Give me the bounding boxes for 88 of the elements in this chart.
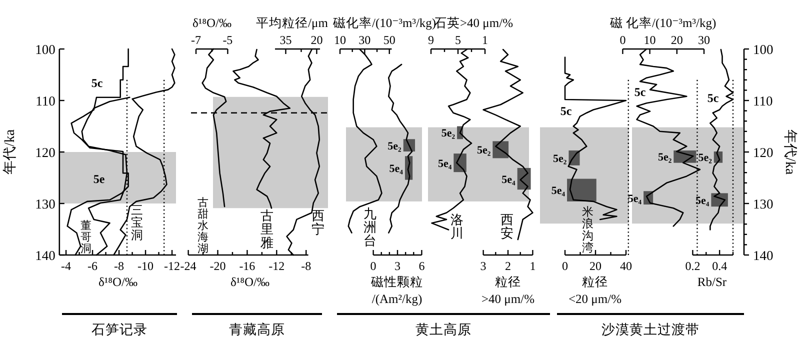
band-label: 5e₄ <box>389 162 404 175</box>
annotation: 西安 <box>500 212 514 240</box>
x-tick-label: 2 <box>505 259 511 273</box>
text: 石笋记录 <box>92 322 148 337</box>
annotation: 九洲台 <box>364 206 376 248</box>
band-label: 5e₄ <box>502 174 516 186</box>
x-tick-label: 20 <box>310 33 323 47</box>
x-tick-label: 0.2 <box>685 259 700 273</box>
x-axis-title: 磁性颗粒 /(Am²/kg) <box>370 275 423 306</box>
y-tick-label: 140 <box>753 248 774 263</box>
annotation: 董哥洞 <box>80 219 92 255</box>
x-tick-label: 6 <box>418 259 425 273</box>
x-tick-label: -7 <box>191 33 201 47</box>
y-tick-label: 120 <box>35 145 56 160</box>
x-tick-label: 10 <box>644 33 656 47</box>
x-tick-label: 50 <box>383 33 396 47</box>
text: 黄土高原 <box>416 322 472 337</box>
band-label: 5e₂ <box>658 152 672 164</box>
x-axis-title: 石英>40 μm/% <box>434 16 513 30</box>
x-tick-label: 3 <box>394 259 400 273</box>
annotation: 5c <box>707 91 720 105</box>
x-tick-label: -6 <box>88 259 98 273</box>
x-axis-title: δ¹⁸O/‰ <box>230 275 270 289</box>
x-tick-label: 20 <box>670 33 683 47</box>
x-tick-label: -8 <box>301 259 312 273</box>
annotation: 5c <box>634 85 646 99</box>
x-tick-label: 40 <box>620 259 632 273</box>
band-label: 5e₂ <box>476 144 492 157</box>
x-tick-label: 30 <box>358 33 371 47</box>
x-axis-title: 平均粒径/μm <box>256 16 328 30</box>
y-tick-label: 140 <box>35 248 56 263</box>
y-tick-label: 130 <box>753 196 774 212</box>
x-tick-label: 3 <box>480 259 486 273</box>
x-tick-label: 5 <box>455 33 461 47</box>
text: 青藏高原 <box>229 322 285 337</box>
x-axis-title: Rb/Sr <box>697 275 728 289</box>
annotation: 5e <box>93 172 106 186</box>
y-tick-label: 110 <box>36 94 56 108</box>
x-axis-title: 粒径 >40 μm/% <box>482 275 534 306</box>
x-tick-label: -10 <box>138 259 154 273</box>
text: 沙漠黄土过渡带 <box>602 322 700 337</box>
x-tick-label: 9 <box>428 33 434 47</box>
x-tick-label: 30 <box>698 33 710 47</box>
x-axis-title: δ¹⁸O/‰ <box>192 16 232 30</box>
y-tick-label: 130 <box>35 196 56 212</box>
x-tick-label: -20 <box>210 259 226 273</box>
x-tick-label: 0 <box>370 259 376 273</box>
y-tick-label: 110 <box>753 94 773 108</box>
x-tick-label: 35 <box>280 33 292 47</box>
band-label: 5e₄ <box>628 192 642 205</box>
x-tick-label: -24 <box>180 259 196 273</box>
band-label: 5e₄ <box>696 194 710 207</box>
y-axis-title: 年代/ka <box>2 128 18 175</box>
annotation: 米浪沟湾 <box>582 206 594 254</box>
x-tick-label: 20 <box>590 259 602 273</box>
band-label: 5e₂ <box>388 140 402 152</box>
x-tick-label: 10 <box>334 33 346 47</box>
x-axis-title: 粒径 <20 μm/% <box>568 275 622 306</box>
x-tick-label: -8 <box>114 259 124 273</box>
annotation: 古里雅 <box>260 208 274 250</box>
y-tick-label: 100 <box>753 42 774 57</box>
x-axis-title: δ¹⁸O/‰ <box>98 275 138 289</box>
y-axis-title: 年代/ka <box>782 129 798 176</box>
band-label: 5e₂ <box>698 152 713 164</box>
annotation: 古甜水海湖 <box>198 196 208 255</box>
x-tick-label: -12 <box>164 259 180 273</box>
annotation: 洛川 <box>450 212 464 240</box>
x-tick-label: 0 <box>562 259 568 273</box>
annotation: 5c <box>560 104 572 118</box>
x-tick-label: -4 <box>61 259 72 273</box>
y-tick-label: 120 <box>753 145 774 160</box>
band-label: 5e₄ <box>551 185 566 198</box>
x-axis-title: 磁 化率/(10⁻³m³/kg) <box>608 15 716 30</box>
band-label: 5e₂ <box>441 128 456 140</box>
x-axis-title: 磁化率/(10⁻³m³/kg) <box>332 15 436 30</box>
x-tick-label: 1 <box>530 259 536 273</box>
x-tick-label: -12 <box>268 259 285 273</box>
x-tick-label: 0.4 <box>712 259 728 273</box>
annotation: 5c <box>91 76 104 90</box>
x-tick-label: -5 <box>222 33 233 47</box>
band-label: 5e₂ <box>553 152 568 165</box>
y-tick-label: 100 <box>35 42 56 57</box>
x-tick-label: -16 <box>239 259 256 273</box>
x-tick-label: 1 <box>482 33 488 47</box>
annotation: 西宁 <box>312 208 324 236</box>
annotation: 三宝洞 <box>131 203 143 242</box>
band-label: 5e₄ <box>438 158 452 170</box>
x-tick-label: 0 <box>620 33 626 47</box>
